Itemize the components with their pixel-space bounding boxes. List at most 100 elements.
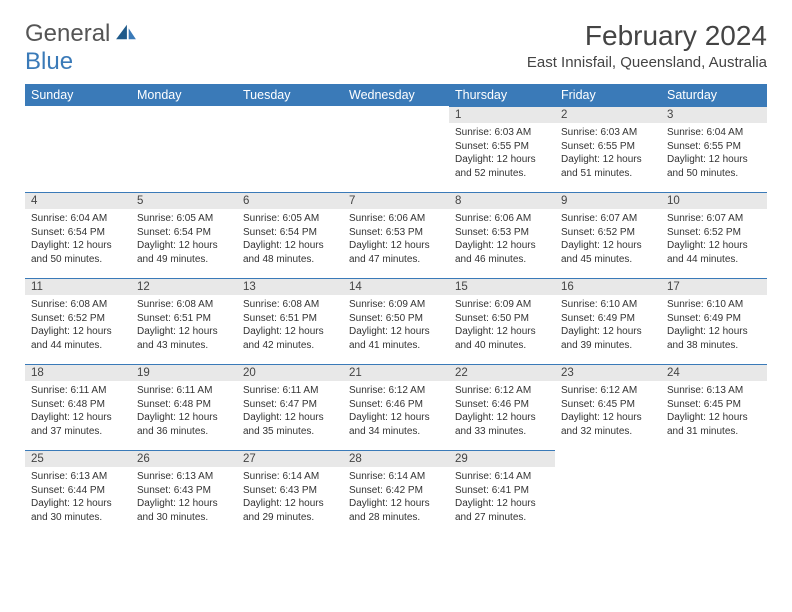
day-info: Sunrise: 6:11 AMSunset: 6:48 PMDaylight:… [131, 381, 237, 442]
day-number: 17 [661, 278, 767, 295]
sunset-text: Sunset: 6:46 PM [455, 398, 549, 412]
sunset-text: Sunset: 6:53 PM [349, 226, 443, 240]
sunrise-text: Sunrise: 6:14 AM [349, 470, 443, 484]
daylight-text: Daylight: 12 hours and 34 minutes. [349, 411, 443, 438]
day-info: Sunrise: 6:05 AMSunset: 6:54 PMDaylight:… [237, 209, 343, 270]
calendar-day-cell: 16Sunrise: 6:10 AMSunset: 6:49 PMDayligh… [555, 278, 661, 364]
day-number-empty [343, 106, 449, 122]
daylight-text: Daylight: 12 hours and 31 minutes. [667, 411, 761, 438]
day-number: 29 [449, 450, 555, 467]
day-number: 27 [237, 450, 343, 467]
day-info: Sunrise: 6:06 AMSunset: 6:53 PMDaylight:… [449, 209, 555, 270]
calendar-day-cell: 13Sunrise: 6:08 AMSunset: 6:51 PMDayligh… [237, 278, 343, 364]
daylight-text: Daylight: 12 hours and 49 minutes. [137, 239, 231, 266]
calendar-day-cell: 17Sunrise: 6:10 AMSunset: 6:49 PMDayligh… [661, 278, 767, 364]
sunrise-text: Sunrise: 6:07 AM [667, 212, 761, 226]
day-info: Sunrise: 6:13 AMSunset: 6:44 PMDaylight:… [25, 467, 131, 528]
logo-sail-icon [113, 20, 139, 47]
daylight-text: Daylight: 12 hours and 52 minutes. [455, 153, 549, 180]
sunset-text: Sunset: 6:55 PM [561, 140, 655, 154]
daylight-text: Daylight: 12 hours and 47 minutes. [349, 239, 443, 266]
weekday-header: Wednesday [343, 84, 449, 106]
calendar-day-cell: 10Sunrise: 6:07 AMSunset: 6:52 PMDayligh… [661, 192, 767, 278]
sunset-text: Sunset: 6:45 PM [667, 398, 761, 412]
sunset-text: Sunset: 6:52 PM [667, 226, 761, 240]
title-block: February 2024 East Innisfail, Queensland… [527, 20, 767, 71]
day-number: 23 [555, 364, 661, 381]
calendar-day-cell: 28Sunrise: 6:14 AMSunset: 6:42 PMDayligh… [343, 450, 449, 536]
sunrise-text: Sunrise: 6:12 AM [349, 384, 443, 398]
day-number: 25 [25, 450, 131, 467]
day-info: Sunrise: 6:12 AMSunset: 6:45 PMDaylight:… [555, 381, 661, 442]
day-info: Sunrise: 6:09 AMSunset: 6:50 PMDaylight:… [449, 295, 555, 356]
sunset-text: Sunset: 6:55 PM [455, 140, 549, 154]
day-number-empty [131, 106, 237, 122]
sunset-text: Sunset: 6:49 PM [561, 312, 655, 326]
calendar-day-cell: 2Sunrise: 6:03 AMSunset: 6:55 PMDaylight… [555, 106, 661, 192]
day-number: 5 [131, 192, 237, 209]
sunset-text: Sunset: 6:52 PM [31, 312, 125, 326]
daylight-text: Daylight: 12 hours and 42 minutes. [243, 325, 337, 352]
sunset-text: Sunset: 6:47 PM [243, 398, 337, 412]
day-number: 3 [661, 106, 767, 123]
sunrise-text: Sunrise: 6:04 AM [31, 212, 125, 226]
daylight-text: Daylight: 12 hours and 30 minutes. [137, 497, 231, 524]
sunset-text: Sunset: 6:41 PM [455, 484, 549, 498]
header: GeneralBlue February 2024 East Innisfail… [25, 20, 767, 76]
sunrise-text: Sunrise: 6:14 AM [455, 470, 549, 484]
calendar-day-cell: 27Sunrise: 6:14 AMSunset: 6:43 PMDayligh… [237, 450, 343, 536]
daylight-text: Daylight: 12 hours and 48 minutes. [243, 239, 337, 266]
month-title: February 2024 [527, 20, 767, 52]
daylight-text: Daylight: 12 hours and 36 minutes. [137, 411, 231, 438]
weekday-header: Monday [131, 84, 237, 106]
logo-text-blue: Blue [25, 48, 139, 76]
sunrise-text: Sunrise: 6:05 AM [243, 212, 337, 226]
day-info: Sunrise: 6:11 AMSunset: 6:47 PMDaylight:… [237, 381, 343, 442]
daylight-text: Daylight: 12 hours and 44 minutes. [31, 325, 125, 352]
sunrise-text: Sunrise: 6:11 AM [243, 384, 337, 398]
calendar-day-cell: 25Sunrise: 6:13 AMSunset: 6:44 PMDayligh… [25, 450, 131, 536]
sunset-text: Sunset: 6:52 PM [561, 226, 655, 240]
sunset-text: Sunset: 6:46 PM [349, 398, 443, 412]
daylight-text: Daylight: 12 hours and 32 minutes. [561, 411, 655, 438]
day-info: Sunrise: 6:05 AMSunset: 6:54 PMDaylight:… [131, 209, 237, 270]
sunrise-text: Sunrise: 6:09 AM [349, 298, 443, 312]
sunrise-text: Sunrise: 6:05 AM [137, 212, 231, 226]
day-number: 20 [237, 364, 343, 381]
day-number-empty [25, 106, 131, 122]
day-number: 24 [661, 364, 767, 381]
day-number: 7 [343, 192, 449, 209]
day-info: Sunrise: 6:06 AMSunset: 6:53 PMDaylight:… [343, 209, 449, 270]
sunset-text: Sunset: 6:44 PM [31, 484, 125, 498]
day-number: 18 [25, 364, 131, 381]
calendar-day-cell: 15Sunrise: 6:09 AMSunset: 6:50 PMDayligh… [449, 278, 555, 364]
sunset-text: Sunset: 6:55 PM [667, 140, 761, 154]
day-number: 15 [449, 278, 555, 295]
calendar-day-cell: 23Sunrise: 6:12 AMSunset: 6:45 PMDayligh… [555, 364, 661, 450]
day-number: 6 [237, 192, 343, 209]
sunrise-text: Sunrise: 6:06 AM [349, 212, 443, 226]
sunrise-text: Sunrise: 6:11 AM [31, 384, 125, 398]
weekday-header: Thursday [449, 84, 555, 106]
daylight-text: Daylight: 12 hours and 29 minutes. [243, 497, 337, 524]
calendar-header-row: SundayMondayTuesdayWednesdayThursdayFrid… [25, 84, 767, 106]
daylight-text: Daylight: 12 hours and 46 minutes. [455, 239, 549, 266]
calendar-week-row: 25Sunrise: 6:13 AMSunset: 6:44 PMDayligh… [25, 450, 767, 536]
day-number: 22 [449, 364, 555, 381]
daylight-text: Daylight: 12 hours and 40 minutes. [455, 325, 549, 352]
calendar-week-row: 1Sunrise: 6:03 AMSunset: 6:55 PMDaylight… [25, 106, 767, 192]
calendar-day-cell [131, 106, 237, 192]
daylight-text: Daylight: 12 hours and 37 minutes. [31, 411, 125, 438]
calendar-day-cell: 14Sunrise: 6:09 AMSunset: 6:50 PMDayligh… [343, 278, 449, 364]
day-info: Sunrise: 6:08 AMSunset: 6:51 PMDaylight:… [131, 295, 237, 356]
daylight-text: Daylight: 12 hours and 39 minutes. [561, 325, 655, 352]
sunset-text: Sunset: 6:50 PM [455, 312, 549, 326]
calendar-day-cell [25, 106, 131, 192]
day-info: Sunrise: 6:12 AMSunset: 6:46 PMDaylight:… [449, 381, 555, 442]
sunrise-text: Sunrise: 6:06 AM [455, 212, 549, 226]
weekday-header: Friday [555, 84, 661, 106]
day-info: Sunrise: 6:14 AMSunset: 6:42 PMDaylight:… [343, 467, 449, 528]
sunrise-text: Sunrise: 6:10 AM [561, 298, 655, 312]
weekday-header: Tuesday [237, 84, 343, 106]
calendar-day-cell [237, 106, 343, 192]
